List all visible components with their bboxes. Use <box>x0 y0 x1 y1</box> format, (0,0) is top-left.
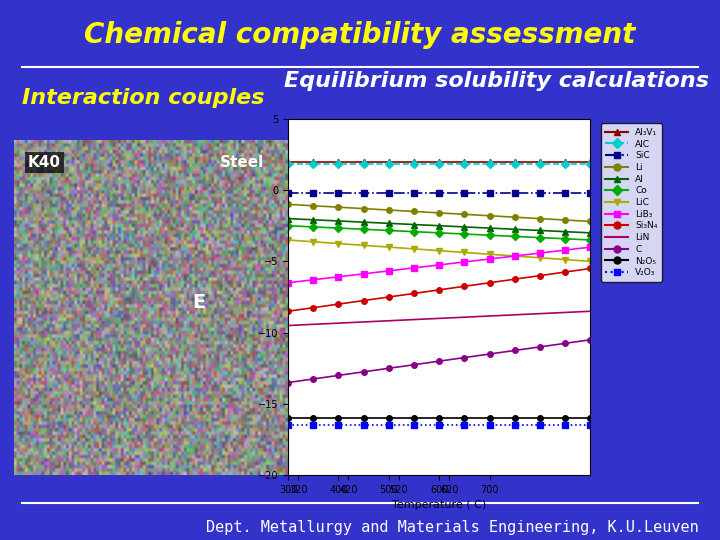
Text: Equilibrium solubility calculations: Equilibrium solubility calculations <box>284 71 709 91</box>
Text: K40: K40 <box>28 155 61 170</box>
Legend: Al₃V₁, AlC, SiC, Li, Al, Co, LiC, LiB₃, Si₃N₄, LiN, C, N₂O₅, V₂O₃: Al₃V₁, AlC, SiC, Li, Al, Co, LiC, LiB₃, … <box>601 123 662 282</box>
X-axis label: Temperature ( C): Temperature ( C) <box>392 501 486 510</box>
Text: Interaction couples: Interaction couples <box>22 88 265 109</box>
Text: Dept. Metallurgy and Materials Engineering, K.U.Leuven: Dept. Metallurgy and Materials Engineeri… <box>206 519 698 535</box>
Text: Steel: Steel <box>220 155 264 170</box>
Text: Chemical compatibility assessment: Chemical compatibility assessment <box>84 21 636 49</box>
Text: E: E <box>192 293 205 312</box>
